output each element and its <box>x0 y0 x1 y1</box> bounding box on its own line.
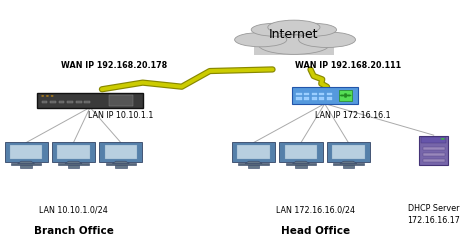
Text: Internet: Internet <box>269 28 319 41</box>
Ellipse shape <box>441 138 445 139</box>
FancyBboxPatch shape <box>104 145 137 159</box>
Ellipse shape <box>344 95 347 98</box>
FancyBboxPatch shape <box>42 101 47 103</box>
FancyBboxPatch shape <box>4 142 47 162</box>
FancyBboxPatch shape <box>421 137 446 143</box>
FancyBboxPatch shape <box>423 147 445 150</box>
Text: WAN IP 192.168.20.178: WAN IP 192.168.20.178 <box>61 61 167 70</box>
FancyBboxPatch shape <box>68 165 79 168</box>
Text: LAN 172.16.16.0/24: LAN 172.16.16.0/24 <box>276 205 355 214</box>
FancyBboxPatch shape <box>232 142 275 162</box>
FancyBboxPatch shape <box>279 142 322 162</box>
FancyBboxPatch shape <box>238 163 269 165</box>
FancyBboxPatch shape <box>419 136 448 165</box>
FancyBboxPatch shape <box>254 40 334 55</box>
Polygon shape <box>18 161 35 163</box>
Text: Branch Office: Branch Office <box>34 226 113 236</box>
FancyBboxPatch shape <box>333 163 364 165</box>
Ellipse shape <box>235 32 287 47</box>
FancyBboxPatch shape <box>76 101 82 103</box>
Ellipse shape <box>46 95 49 96</box>
FancyBboxPatch shape <box>423 159 445 162</box>
FancyBboxPatch shape <box>20 165 32 168</box>
Polygon shape <box>65 161 82 163</box>
FancyBboxPatch shape <box>37 93 143 108</box>
FancyBboxPatch shape <box>106 163 136 165</box>
Text: LAN IP 172.16.16.1: LAN IP 172.16.16.1 <box>315 111 391 120</box>
FancyBboxPatch shape <box>237 145 270 159</box>
Ellipse shape <box>41 95 44 96</box>
Text: LAN IP 10.10.1.1: LAN IP 10.10.1.1 <box>88 111 154 120</box>
FancyBboxPatch shape <box>57 145 90 159</box>
Ellipse shape <box>251 23 299 36</box>
FancyBboxPatch shape <box>327 93 332 95</box>
FancyBboxPatch shape <box>52 142 95 162</box>
Text: DHCP Server
172.16.16.17: DHCP Server 172.16.16.17 <box>407 204 460 225</box>
Polygon shape <box>245 161 262 163</box>
Ellipse shape <box>299 32 356 47</box>
FancyBboxPatch shape <box>327 142 370 162</box>
FancyBboxPatch shape <box>327 97 332 100</box>
FancyBboxPatch shape <box>304 93 309 95</box>
FancyBboxPatch shape <box>115 165 127 168</box>
Polygon shape <box>340 161 357 163</box>
FancyBboxPatch shape <box>67 101 73 103</box>
FancyBboxPatch shape <box>292 87 358 104</box>
FancyBboxPatch shape <box>423 153 445 156</box>
FancyBboxPatch shape <box>295 165 307 168</box>
FancyBboxPatch shape <box>50 101 56 103</box>
FancyBboxPatch shape <box>58 163 89 165</box>
Polygon shape <box>112 161 129 163</box>
FancyBboxPatch shape <box>11 163 41 165</box>
FancyBboxPatch shape <box>286 163 316 165</box>
Text: Head Office: Head Office <box>281 226 350 236</box>
Ellipse shape <box>51 95 54 96</box>
FancyBboxPatch shape <box>9 145 42 159</box>
Text: LAN 10.10.1.0/24: LAN 10.10.1.0/24 <box>39 205 108 214</box>
Ellipse shape <box>346 95 351 96</box>
Ellipse shape <box>344 93 347 96</box>
FancyBboxPatch shape <box>59 101 64 103</box>
FancyBboxPatch shape <box>297 97 301 100</box>
FancyBboxPatch shape <box>319 97 324 100</box>
FancyBboxPatch shape <box>109 95 133 106</box>
FancyBboxPatch shape <box>304 97 309 100</box>
Ellipse shape <box>289 23 337 36</box>
FancyBboxPatch shape <box>319 93 324 95</box>
FancyBboxPatch shape <box>248 165 259 168</box>
FancyBboxPatch shape <box>284 145 318 159</box>
Polygon shape <box>292 161 310 163</box>
FancyBboxPatch shape <box>99 142 142 162</box>
FancyBboxPatch shape <box>297 93 301 95</box>
Text: WAN IP 192.168.20.111: WAN IP 192.168.20.111 <box>295 61 401 70</box>
FancyBboxPatch shape <box>84 101 90 103</box>
FancyBboxPatch shape <box>312 97 317 100</box>
FancyBboxPatch shape <box>312 93 317 95</box>
FancyBboxPatch shape <box>339 90 352 101</box>
Ellipse shape <box>268 20 320 34</box>
FancyBboxPatch shape <box>332 145 365 159</box>
FancyBboxPatch shape <box>343 165 354 168</box>
Ellipse shape <box>258 35 329 54</box>
Ellipse shape <box>340 95 345 96</box>
